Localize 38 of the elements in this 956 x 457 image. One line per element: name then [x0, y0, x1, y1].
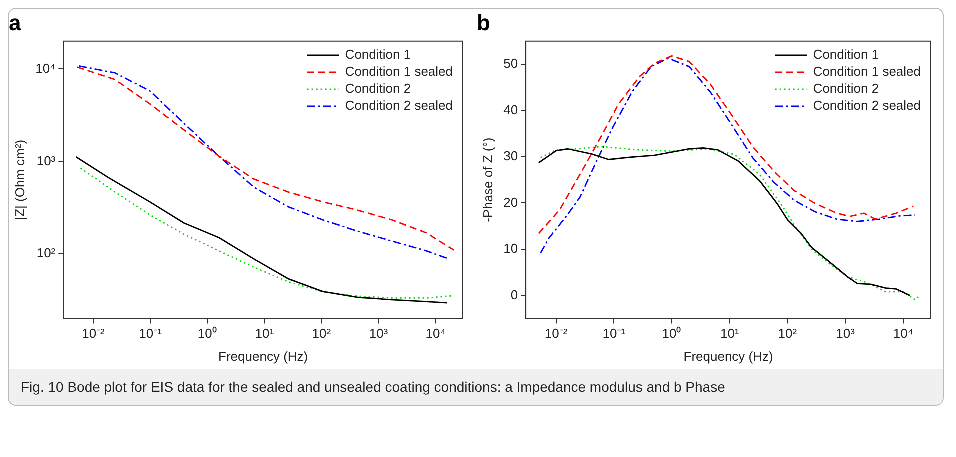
chart-title: b [477, 10, 490, 36]
y-tick-label: 10³ [36, 153, 56, 168]
y-tick-label: 10 [504, 241, 518, 256]
x-tick-label: 10⁻¹ [602, 326, 626, 342]
x-axis-title: Frequency (Hz) [684, 348, 774, 364]
y-tick-label: 10² [36, 246, 56, 261]
y-tick-label: 10⁴ [36, 60, 56, 76]
x-tick-label: 10⁴ [426, 326, 446, 342]
legend-label: Condition 2 sealed [813, 98, 922, 113]
y-axis-title: |Z| (Ohm cm²) [12, 140, 28, 220]
x-tick-label: 10¹ [255, 326, 275, 342]
chart-title: a [9, 10, 22, 36]
legend-label: Condition 1 [813, 46, 880, 62]
x-tick-label: 10² [778, 326, 798, 342]
caption: Fig. 10 Bode plot for EIS data for the sealed and unsealed coating conditions: a Impedance modulus and b Phase [21, 378, 726, 397]
legend-label: Condition 2 [345, 80, 412, 96]
y-tick-label: 20 [504, 194, 518, 210]
y-tick-label: 40 [504, 102, 518, 118]
legend-label: Condition 2 [813, 80, 880, 96]
y-tick-label: 0 [510, 287, 518, 302]
x-axis-title: Frequency (Hz) [218, 348, 308, 364]
x-tick-label: 10⁰ [662, 326, 682, 342]
legend-label: Condition 1 sealed [813, 64, 922, 79]
legend-label: Condition 1 sealed [345, 64, 454, 79]
x-tick-label: 10⁰ [198, 326, 218, 342]
x-tick-label: 10⁻¹ [139, 326, 163, 342]
legend-label: Condition 1 [345, 46, 412, 62]
x-tick-label: 10⁻² [544, 326, 568, 342]
y-axis-title: -Phase of Z (°) [480, 138, 496, 222]
x-tick-label: 10³ [369, 326, 389, 342]
x-tick-label: 10⁴ [893, 326, 914, 342]
x-tick-label: 10³ [836, 326, 856, 342]
y-tick-label: 50 [504, 56, 518, 72]
x-tick-label: 10¹ [720, 326, 740, 342]
legend-label: Condition 2 sealed [345, 98, 454, 113]
x-tick-label: 10⁻² [82, 326, 106, 342]
y-tick-label: 30 [504, 148, 518, 164]
x-tick-label: 10² [312, 326, 332, 342]
